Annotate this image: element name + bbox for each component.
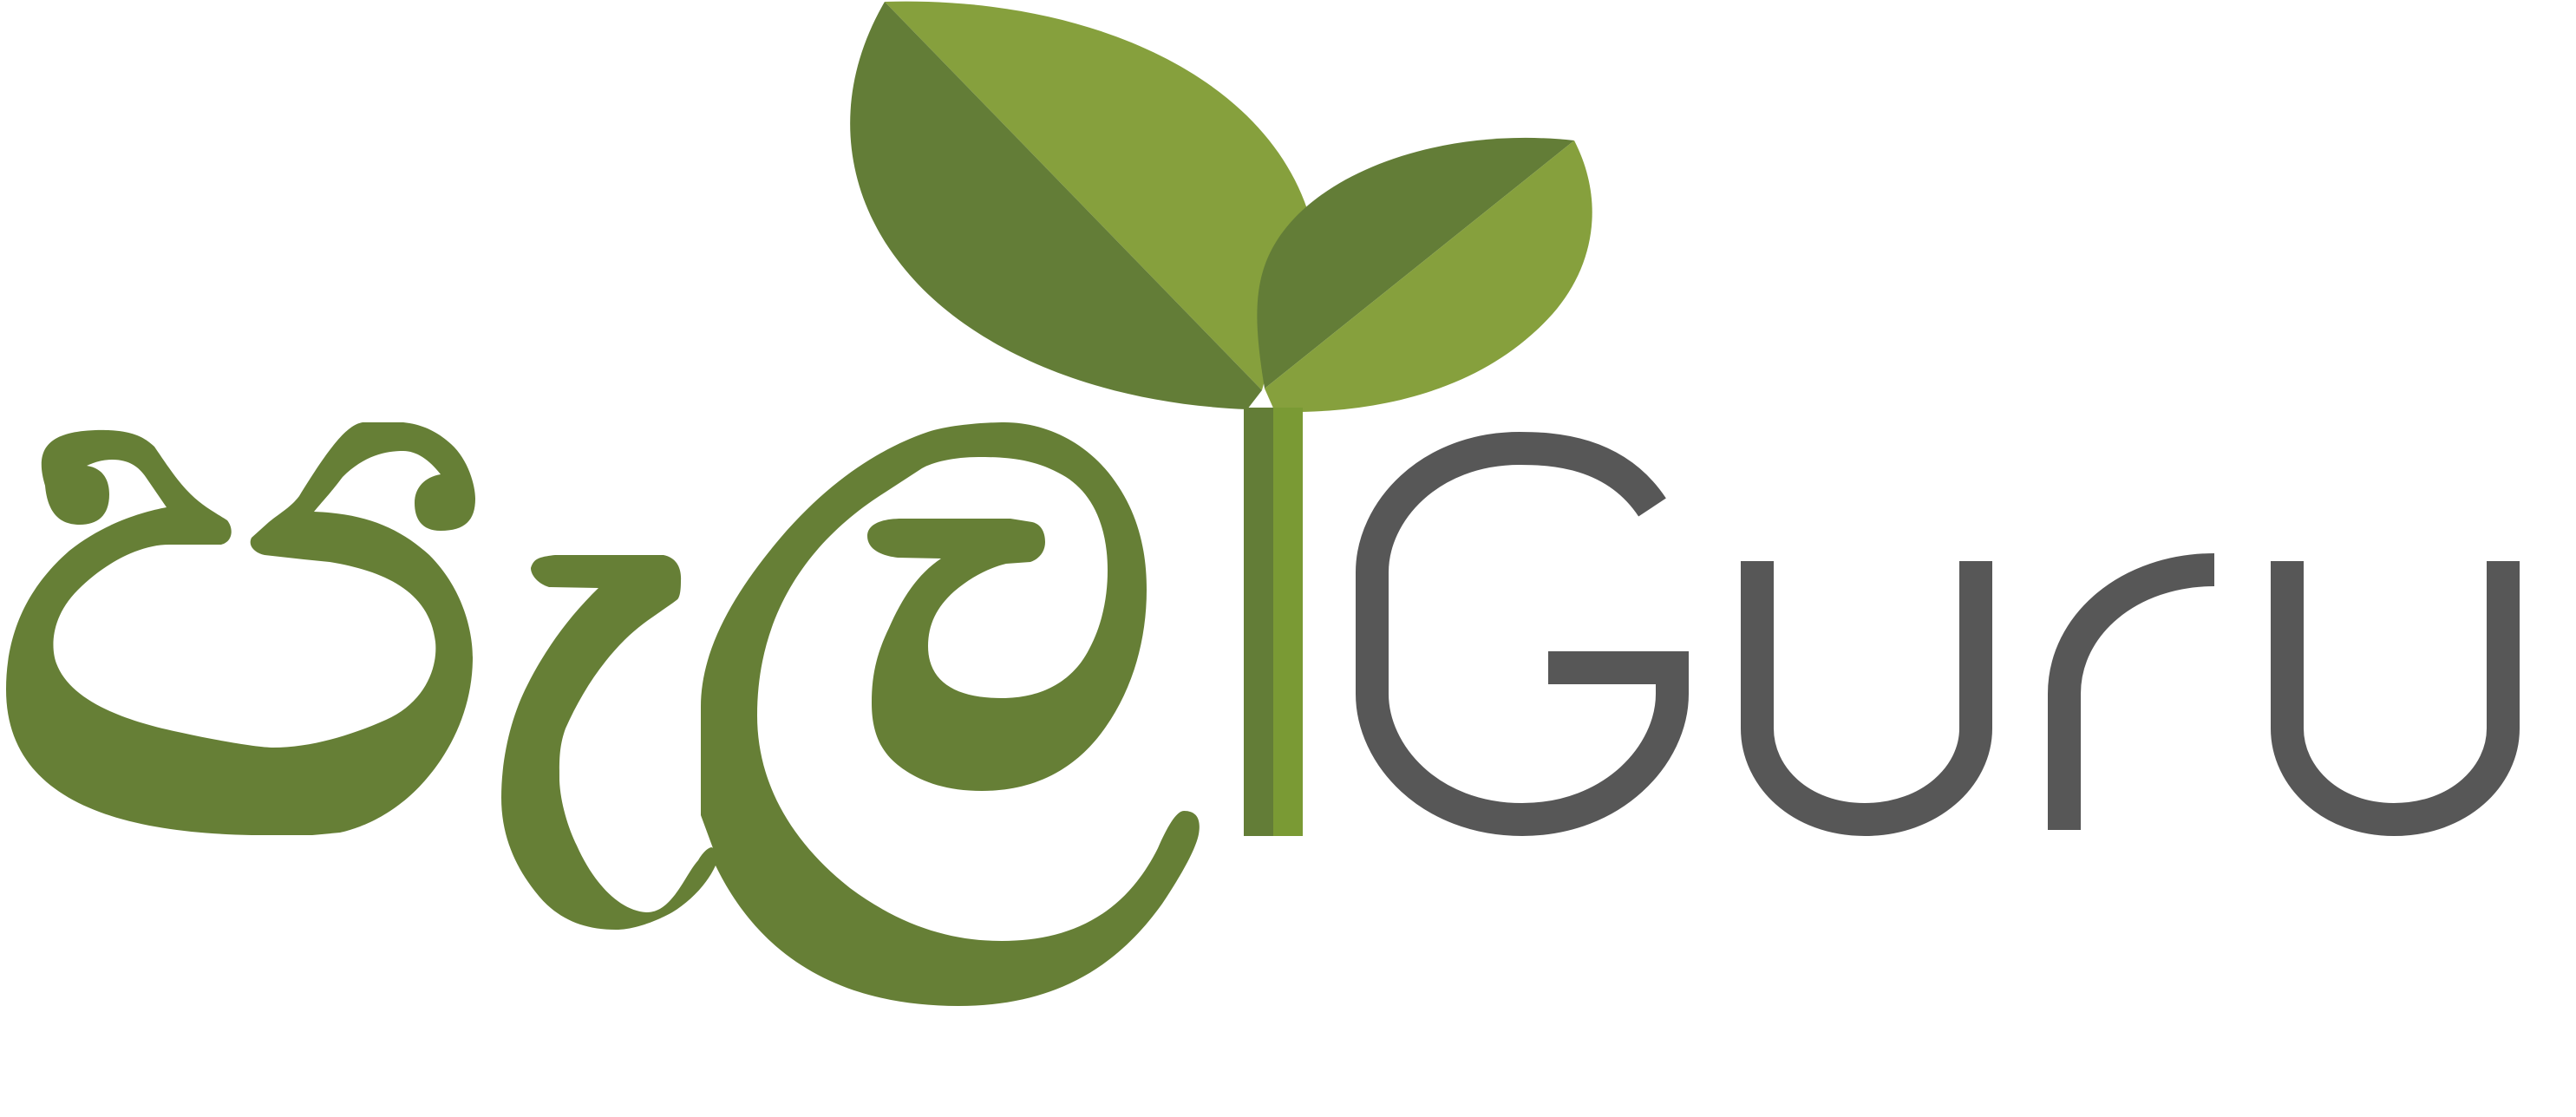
sprout-icon [850, 1, 1592, 836]
sinhala-wordmark [6, 422, 1200, 1006]
letter-G [1356, 431, 1689, 837]
sinhala-glyph-u [6, 422, 475, 835]
big-leaf [850, 1, 1310, 409]
stem [1244, 408, 1303, 836]
latin-wordmark [1356, 431, 2520, 837]
letter-u1 [1741, 561, 1992, 837]
small-leaf [1257, 137, 1592, 413]
letter-r [2048, 553, 2215, 830]
sinhala-glyph-gu [501, 422, 1200, 1006]
letter-u2 [2271, 561, 2520, 837]
